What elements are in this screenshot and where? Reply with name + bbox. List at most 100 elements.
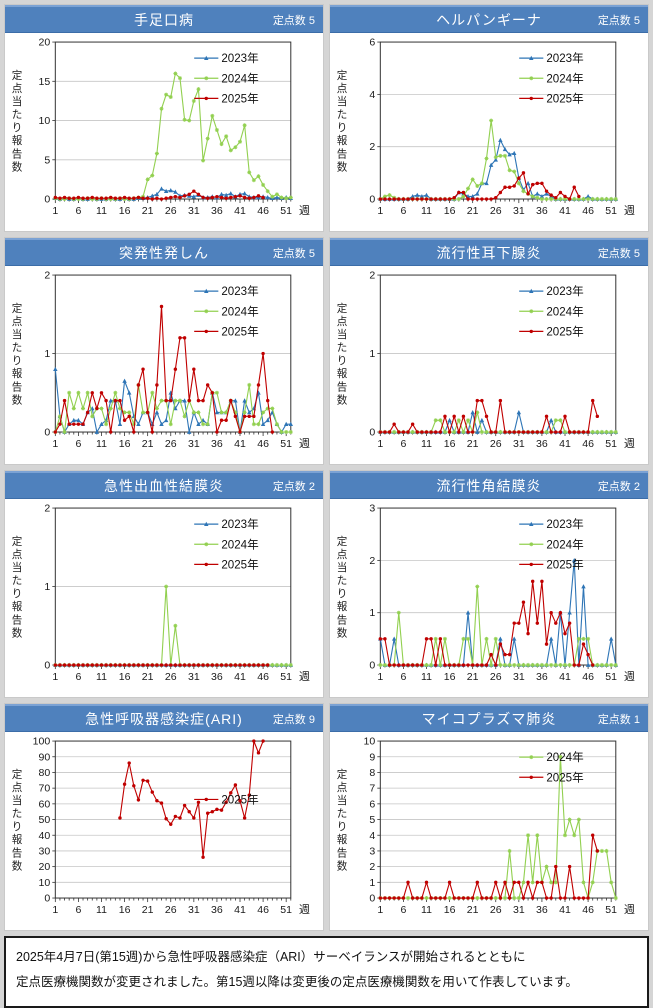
data-point-marker bbox=[58, 422, 62, 426]
data-point-marker bbox=[378, 637, 383, 641]
data-point-marker bbox=[558, 663, 563, 668]
y-axis-title-char: 点 bbox=[12, 782, 23, 794]
data-point-marker bbox=[420, 197, 424, 201]
y-axis-title-char: 当 bbox=[337, 328, 348, 341]
data-point-marker bbox=[141, 663, 145, 667]
data-point-marker bbox=[251, 178, 256, 183]
data-point-marker bbox=[145, 196, 150, 200]
chart-title: 手足口病 bbox=[134, 11, 194, 28]
data-point-marker bbox=[136, 383, 141, 387]
data-point-marker bbox=[433, 418, 438, 423]
data-point-marker bbox=[529, 288, 534, 293]
data-point-marker bbox=[410, 194, 415, 199]
data-point-marker bbox=[182, 398, 187, 403]
data-point-marker bbox=[187, 663, 191, 667]
data-point-marker bbox=[247, 414, 251, 419]
plot-frame bbox=[379, 41, 617, 200]
data-point-marker bbox=[595, 430, 600, 435]
data-point-marker bbox=[192, 367, 196, 371]
data-point-marker bbox=[392, 896, 396, 900]
data-point-marker bbox=[219, 195, 224, 200]
y-tick-label: 4 bbox=[369, 830, 375, 842]
data-point-marker bbox=[540, 430, 544, 434]
data-point-marker bbox=[493, 155, 498, 160]
chart-title: 急性呼吸器感染症(ARI) bbox=[85, 710, 243, 727]
series-2025年 bbox=[378, 833, 600, 900]
y-axis-title-char: 当 bbox=[337, 794, 348, 807]
data-point-marker bbox=[247, 409, 252, 415]
x-tick-label: 51 bbox=[280, 671, 292, 683]
data-point-marker bbox=[256, 194, 261, 198]
data-point-marker bbox=[127, 761, 131, 765]
data-point-marker bbox=[242, 398, 247, 403]
data-point-marker bbox=[429, 637, 433, 641]
data-point-marker bbox=[424, 896, 429, 901]
y-axis-title-char: 定 bbox=[12, 535, 23, 548]
data-point-marker bbox=[247, 663, 251, 667]
y-axis-title-char: 数 bbox=[337, 626, 348, 639]
data-point-marker bbox=[581, 880, 586, 885]
y-axis-title-char: 数 bbox=[337, 393, 348, 406]
y-axis-title-char: 報 bbox=[337, 135, 348, 147]
x-tick-label: 36 bbox=[211, 438, 223, 450]
y-tick-label: 2 bbox=[369, 555, 375, 567]
x-tick-label: 21 bbox=[142, 904, 154, 916]
data-point-marker bbox=[539, 197, 544, 202]
data-point-marker bbox=[191, 98, 196, 103]
data-point-marker bbox=[118, 663, 122, 667]
x-tick-label: 6 bbox=[400, 904, 406, 916]
y-tick-label: 6 bbox=[369, 798, 375, 810]
data-point-marker bbox=[465, 610, 471, 615]
data-point-marker bbox=[204, 542, 209, 547]
series-2025年 bbox=[378, 579, 595, 667]
data-point-marker bbox=[118, 196, 122, 200]
data-point-marker bbox=[544, 197, 549, 202]
y-axis-title-char: り bbox=[337, 355, 348, 367]
y-axis-title-char: り bbox=[337, 588, 348, 600]
data-point-marker bbox=[609, 430, 614, 435]
data-point-marker bbox=[484, 896, 489, 900]
chart-title: ヘルパンギーナ bbox=[436, 11, 542, 28]
data-point-marker bbox=[572, 430, 576, 434]
data-point-marker bbox=[169, 398, 173, 403]
data-point-marker bbox=[274, 195, 280, 200]
y-axis-title-char: 数 bbox=[12, 393, 23, 406]
data-point-marker bbox=[489, 118, 494, 123]
series-line bbox=[54, 306, 273, 434]
data-point-marker bbox=[205, 811, 210, 815]
data-point-marker bbox=[215, 194, 219, 199]
sentinel-count-label: 定点数 5 bbox=[272, 14, 315, 27]
data-point-marker bbox=[126, 390, 132, 395]
data-point-marker bbox=[401, 896, 406, 900]
data-point-marker bbox=[155, 383, 159, 387]
data-point-marker bbox=[406, 197, 410, 201]
data-point-marker bbox=[210, 113, 215, 118]
data-point-marker bbox=[512, 896, 517, 901]
data-point-marker bbox=[196, 87, 201, 92]
data-point-marker bbox=[457, 896, 461, 900]
data-point-marker bbox=[443, 663, 447, 667]
data-point-marker bbox=[521, 189, 526, 194]
data-point-marker bbox=[438, 637, 443, 641]
data-point-marker bbox=[401, 430, 406, 434]
y-axis-title-char: 定 bbox=[337, 69, 348, 82]
legend-label: 2023年 bbox=[221, 51, 259, 65]
data-point-marker bbox=[512, 150, 517, 156]
data-point-marker bbox=[590, 197, 595, 202]
x-tick-label: 11 bbox=[96, 904, 107, 916]
data-point-marker bbox=[242, 414, 247, 419]
x-tick-label: 26 bbox=[165, 671, 177, 683]
data-point-marker bbox=[187, 429, 192, 434]
legend-item-2023年: 2023年 bbox=[519, 517, 584, 531]
data-point-marker bbox=[516, 896, 521, 901]
data-point-marker bbox=[159, 801, 164, 805]
data-point-marker bbox=[567, 610, 572, 615]
data-point-marker bbox=[599, 848, 604, 853]
data-point-marker bbox=[159, 398, 164, 403]
data-point-marker bbox=[544, 430, 549, 435]
data-point-marker bbox=[609, 197, 614, 202]
x-tick-label: 31 bbox=[188, 904, 200, 916]
data-point-marker bbox=[177, 398, 182, 403]
data-point-marker bbox=[576, 197, 581, 202]
data-point-marker bbox=[461, 663, 466, 667]
